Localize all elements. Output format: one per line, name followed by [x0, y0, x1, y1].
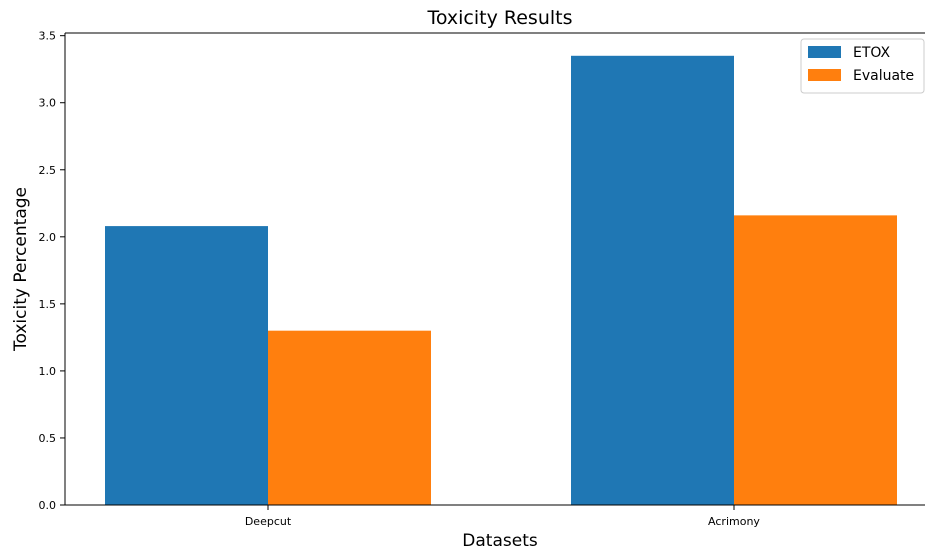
y-tick-label: 2.5 [39, 164, 57, 177]
y-tick-label: 0.5 [39, 432, 57, 445]
legend-label-evaluate: Evaluate [853, 68, 914, 84]
legend-swatch-evaluate [808, 69, 841, 81]
x-axis: Deepcut Acrimony [245, 505, 760, 528]
y-tick-label: 2.0 [39, 231, 57, 244]
y-tick-label: 0.0 [39, 499, 57, 512]
chart-title: Toxicity Results [426, 7, 572, 29]
x-axis-title: Datasets [462, 531, 538, 548]
x-tick-label: Acrimony [708, 515, 760, 528]
bars-group [105, 55, 897, 505]
y-axis-title: Toxicity Percentage [11, 187, 31, 352]
legend-label-etox: ETOX [853, 45, 891, 61]
legend-swatch-etox [808, 46, 841, 58]
bar-etox-deepcut [105, 226, 268, 505]
y-tick-label: 3.5 [39, 30, 57, 43]
y-axis: 0.0 0.5 1.0 1.5 2.0 2.5 3.0 3.5 [39, 30, 65, 512]
y-tick-label: 1.5 [39, 298, 57, 311]
legend: ETOX Evaluate [800, 38, 925, 94]
y-tick-label: 1.0 [39, 365, 57, 378]
x-tick-label: Deepcut [245, 515, 292, 528]
y-tick-label: 3.0 [39, 97, 57, 110]
bar-etox-acrimony [571, 55, 734, 505]
bar-evaluate-deepcut [268, 330, 431, 505]
bar-evaluate-acrimony [734, 215, 897, 505]
